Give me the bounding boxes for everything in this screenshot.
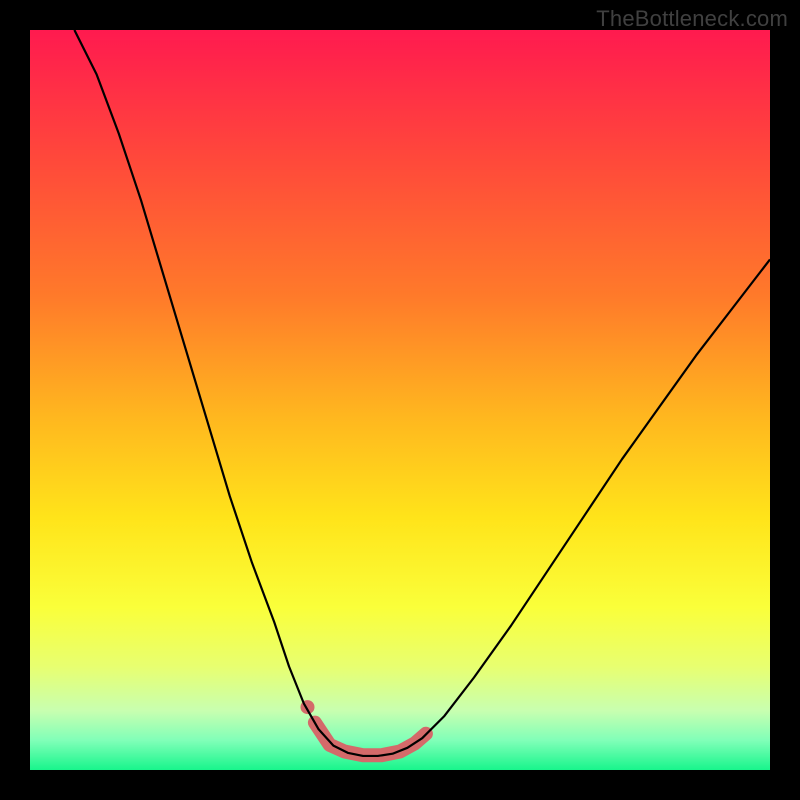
chart-background (30, 30, 770, 770)
watermark-label: TheBottleneck.com (596, 6, 788, 32)
bottleneck-chart (0, 0, 800, 800)
